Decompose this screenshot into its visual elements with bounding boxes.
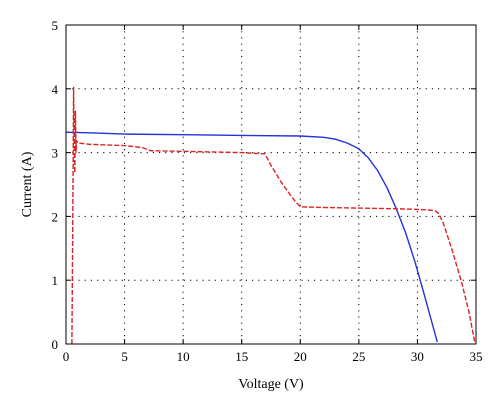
- y-tick-label: 3: [52, 146, 59, 161]
- x-tick-label: 0: [63, 349, 70, 364]
- x-tick-label: 15: [235, 349, 248, 364]
- grid-lines: [66, 25, 476, 344]
- y-tick-label: 4: [52, 82, 59, 97]
- x-tick-label: 30: [411, 349, 424, 364]
- x-tick-label: 25: [352, 349, 365, 364]
- y-axis-title: Current (A): [20, 151, 35, 217]
- x-tick-label: 35: [470, 349, 483, 364]
- y-tick-label: 2: [52, 209, 59, 224]
- axis-ticks: 0 5 10 15 20 25 30 35 0 1 2 3 4 5: [52, 18, 483, 364]
- plot-frame: [65, 24, 477, 345]
- x-tick-label: 10: [177, 349, 190, 364]
- y-tick-label: 0: [52, 337, 59, 352]
- x-tick-label: 5: [121, 349, 128, 364]
- x-axis-title: Voltage (V): [238, 377, 304, 392]
- series-line-1: [65, 131, 438, 343]
- x-tick-label: 20: [294, 349, 307, 364]
- y-tick-label: 5: [52, 18, 59, 33]
- series-lines: [65, 86, 476, 345]
- series-line-2: [71, 86, 476, 345]
- y-tick-label: 1: [52, 273, 59, 288]
